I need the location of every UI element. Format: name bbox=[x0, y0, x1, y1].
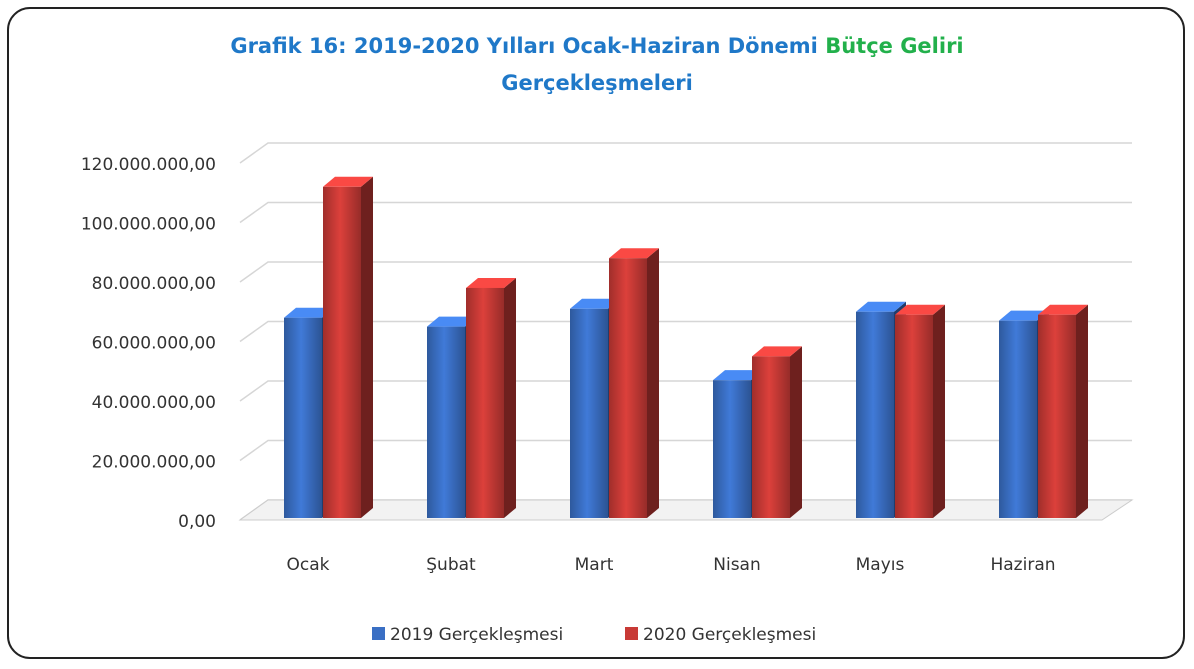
bar-side bbox=[790, 346, 802, 518]
title-part: Grafik 16: 2019-2020 Yılları Ocak-Hazira… bbox=[230, 34, 818, 58]
bar-side bbox=[504, 277, 516, 518]
bar-top bbox=[895, 304, 945, 315]
bar-top bbox=[427, 316, 477, 327]
grid-line bbox=[239, 439, 1132, 462]
bar-top bbox=[752, 346, 802, 357]
grid-line bbox=[239, 201, 1132, 224]
x-tick-label: Haziran bbox=[990, 555, 1055, 575]
y-tick-label: 40.000.000,00 bbox=[92, 393, 216, 413]
bar bbox=[999, 320, 1037, 518]
legend-label: 2019 Gerçekleşmesi bbox=[390, 625, 563, 645]
bar-top bbox=[284, 307, 334, 318]
y-tick-label: 80.000.000,00 bbox=[92, 274, 216, 294]
bar bbox=[713, 380, 751, 518]
title-part: Bütçe Geliri bbox=[825, 34, 963, 58]
bar bbox=[427, 326, 465, 518]
chart-title: Grafik 16: 2019-2020 Yılları Ocak-Hazira… bbox=[230, 34, 963, 58]
bar-top bbox=[999, 310, 1049, 321]
y-tick-label: 120.000.000,00 bbox=[81, 155, 216, 175]
bar-top bbox=[609, 248, 659, 259]
bar-top bbox=[570, 298, 620, 309]
x-tick-label: Ocak bbox=[287, 555, 330, 575]
y-tick-label: 20.000.000,00 bbox=[92, 453, 216, 473]
bar bbox=[1038, 314, 1076, 518]
bar bbox=[284, 317, 322, 518]
x-tick-label: Mayıs bbox=[856, 555, 905, 575]
grid-line bbox=[239, 320, 1132, 343]
x-tick-label: Şubat bbox=[426, 555, 476, 575]
y-tick-label: 0,00 bbox=[178, 512, 216, 532]
x-tick-label: Mart bbox=[575, 555, 614, 575]
bar-side bbox=[647, 248, 659, 518]
bar bbox=[466, 287, 504, 518]
chart-title: Gerçekleşmeleri bbox=[501, 71, 693, 95]
bar bbox=[609, 258, 647, 518]
bar bbox=[895, 314, 933, 518]
legend-swatch bbox=[372, 627, 385, 640]
bar-top bbox=[713, 370, 763, 381]
bar-top bbox=[323, 176, 373, 187]
x-tick-label: Nisan bbox=[713, 555, 761, 575]
legend-label: 2020 Gerçekleşmesi bbox=[643, 625, 816, 645]
grid-line bbox=[239, 380, 1132, 402]
bar-top bbox=[466, 277, 516, 288]
y-tick-label: 60.000.000,00 bbox=[92, 334, 216, 354]
floor bbox=[238, 499, 1134, 521]
bar bbox=[323, 186, 361, 519]
bar-side bbox=[361, 176, 373, 519]
bar-top bbox=[1038, 304, 1088, 315]
bar bbox=[570, 308, 608, 518]
legend-swatch bbox=[625, 627, 638, 640]
bar bbox=[856, 311, 894, 518]
y-tick-label: 100.000.000,00 bbox=[81, 215, 216, 235]
grid-line bbox=[239, 142, 1132, 164]
bar-side bbox=[933, 304, 945, 518]
grid-line bbox=[239, 261, 1132, 283]
bar-top bbox=[856, 301, 906, 312]
bar-side bbox=[1076, 304, 1088, 518]
bar bbox=[752, 356, 790, 518]
title-part: Gerçekleşmeleri bbox=[501, 71, 693, 95]
